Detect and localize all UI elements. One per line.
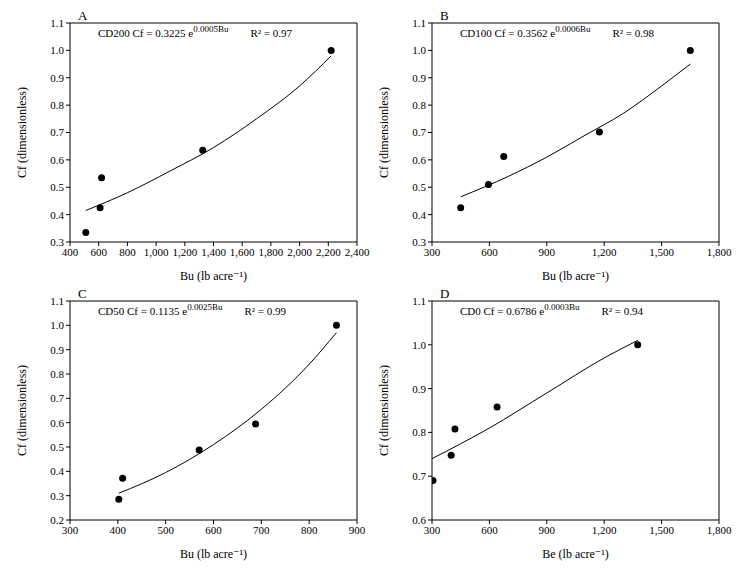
svg-text:2,200: 2,200 (316, 246, 341, 258)
svg-text:0.5: 0.5 (50, 181, 64, 193)
svg-text:1,200: 1,200 (592, 524, 617, 536)
svg-text:1.0: 1.0 (412, 44, 426, 56)
svg-text:0.3: 0.3 (50, 490, 64, 502)
svg-text:1,000: 1,000 (144, 246, 169, 258)
svg-text:400: 400 (62, 246, 79, 258)
svg-text:Cf (dimensionless): Cf (dimensionless) (377, 365, 391, 456)
svg-text:300: 300 (62, 524, 79, 536)
svg-text:0.4: 0.4 (412, 209, 426, 221)
svg-text:0.9: 0.9 (50, 344, 64, 356)
svg-text:0.8: 0.8 (412, 99, 426, 111)
svg-text:0.8: 0.8 (50, 99, 64, 111)
svg-text:800: 800 (119, 246, 136, 258)
html-text:D: D (440, 286, 450, 301)
svg-text:0.7: 0.7 (50, 126, 64, 138)
svg-text:0.7: 0.7 (412, 470, 426, 482)
svg-text:0.8: 0.8 (50, 368, 64, 380)
svg-text:0.6: 0.6 (50, 417, 64, 429)
svg-text:0.5: 0.5 (50, 441, 64, 453)
svg-text:Cf (dimensionless): Cf (dimensionless) (15, 87, 29, 178)
svg-text:0.6: 0.6 (412, 154, 426, 166)
svg-text:1,800: 1,800 (707, 524, 732, 536)
svg-text:1,800: 1,800 (707, 246, 732, 258)
html-text:CD100 Cf = 0.3562 e0.0006Bu: CD100 Cf = 0.3562 e0.0006Bu (460, 24, 591, 39)
svg-text:Cf (dimensionless): Cf (dimensionless) (15, 365, 29, 456)
svg-text:0.8: 0.8 (412, 426, 426, 438)
svg-text:1,600: 1,600 (230, 246, 255, 258)
html-text:A: A (78, 8, 88, 23)
svg-text:Bu (lb acre⁻¹): Bu (lb acre⁻¹) (542, 269, 609, 283)
svg-text:900: 900 (349, 524, 366, 536)
svg-text:1.0: 1.0 (412, 339, 426, 351)
svg-text:600: 600 (481, 246, 498, 258)
svg-text:0.5: 0.5 (412, 181, 426, 193)
svg-text:500: 500 (157, 524, 174, 536)
svg-text:0.3: 0.3 (412, 236, 426, 248)
svg-text:300: 300 (424, 524, 441, 536)
svg-text:400: 400 (110, 524, 127, 536)
svg-text:300: 300 (424, 246, 441, 258)
svg-text:0.6: 0.6 (412, 514, 426, 526)
svg-text:1.1: 1.1 (50, 295, 64, 307)
svg-text:600: 600 (205, 524, 222, 536)
html-text:R² = 0.98: R² = 0.98 (612, 26, 654, 39)
svg-text:1,500: 1,500 (649, 524, 674, 536)
html-text:CD200 Cf = 0.3225 e0.0005Bu: CD200 Cf = 0.3225 e0.0005Bu (98, 24, 229, 39)
html-text:B: B (440, 8, 449, 23)
svg-text:800: 800 (301, 524, 318, 536)
svg-text:Cf (dimensionless): Cf (dimensionless) (377, 87, 391, 178)
svg-text:0.7: 0.7 (412, 126, 426, 138)
svg-text:900: 900 (539, 246, 556, 258)
svg-text:1,200: 1,200 (592, 246, 617, 258)
svg-text:0.3: 0.3 (50, 236, 64, 248)
html-text:R² = 0.97: R² = 0.97 (250, 26, 292, 39)
svg-text:2,000: 2,000 (287, 246, 312, 258)
svg-text:1,800: 1,800 (259, 246, 284, 258)
svg-text:1,500: 1,500 (649, 246, 674, 258)
svg-text:Bu (lb acre⁻¹): Bu (lb acre⁻¹) (180, 547, 247, 561)
svg-text:1,400: 1,400 (201, 246, 226, 258)
svg-text:600: 600 (90, 246, 107, 258)
svg-text:0.2: 0.2 (50, 514, 64, 526)
svg-text:0.4: 0.4 (50, 465, 64, 477)
html-text:R² = 0.94: R² = 0.94 (601, 304, 643, 317)
html-text:CD0 Cf = 0.6786 e0.0003Bu: CD0 Cf = 0.6786 e0.0003Bu (460, 302, 580, 317)
svg-text:0.9: 0.9 (50, 72, 64, 84)
svg-text:2,400: 2,400 (345, 246, 370, 258)
html-text:CD50 Cf = 0.1135 e0.0025Bu: CD50 Cf = 0.1135 e0.0025Bu (98, 302, 223, 317)
svg-text:1.1: 1.1 (50, 17, 64, 29)
svg-text:0.7: 0.7 (50, 392, 64, 404)
svg-text:Bu (lb acre⁻¹): Bu (lb acre⁻¹) (180, 269, 247, 283)
svg-text:0.4: 0.4 (50, 209, 64, 221)
svg-text:900: 900 (539, 524, 556, 536)
svg-text:1.0: 1.0 (50, 319, 64, 331)
html-text:C: C (78, 286, 87, 301)
svg-text:0.6: 0.6 (50, 154, 64, 166)
svg-text:1.0: 1.0 (50, 44, 64, 56)
svg-text:Be (lb acre⁻¹): Be (lb acre⁻¹) (542, 547, 609, 561)
svg-text:1.1: 1.1 (412, 17, 426, 29)
svg-text:0.9: 0.9 (412, 72, 426, 84)
svg-text:0.9: 0.9 (412, 383, 426, 395)
svg-text:1.1: 1.1 (412, 295, 426, 307)
svg-text:600: 600 (481, 524, 498, 536)
html-text:R² = 0.99: R² = 0.99 (244, 304, 287, 317)
svg-text:1,200: 1,200 (172, 246, 197, 258)
svg-text:700: 700 (253, 524, 270, 536)
